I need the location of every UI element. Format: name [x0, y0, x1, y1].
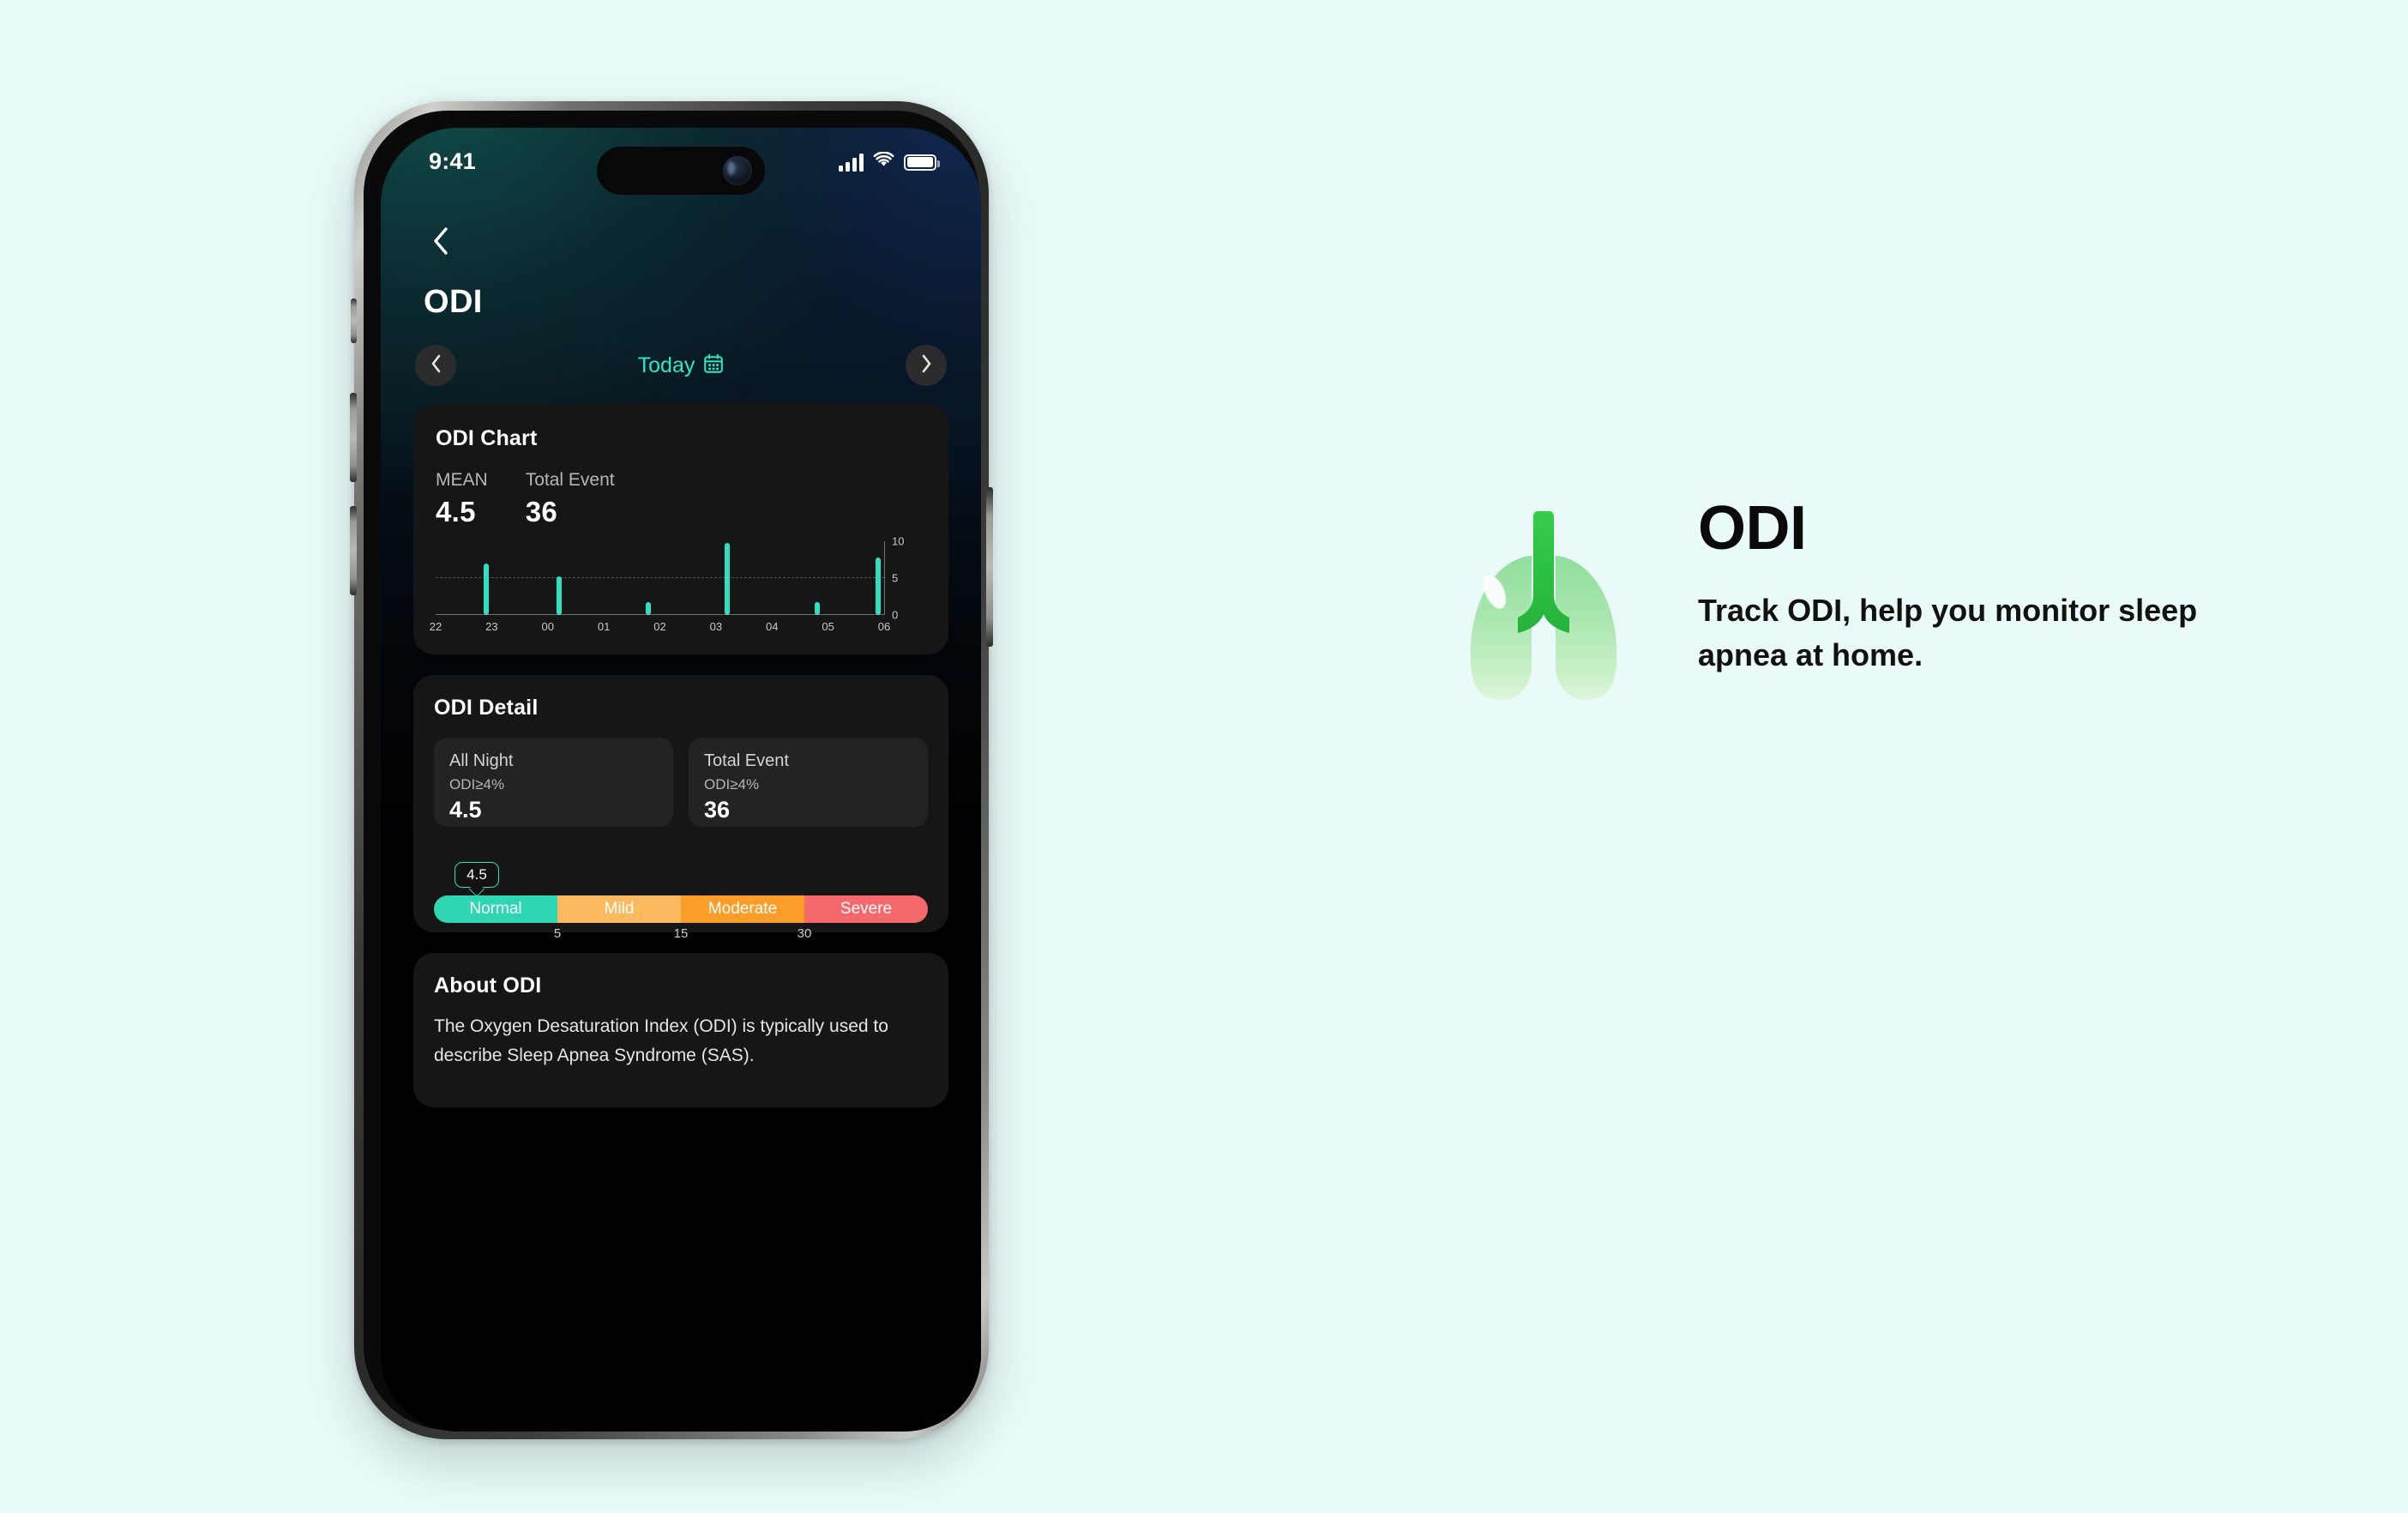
chart-x-tick: 05	[822, 620, 834, 633]
battery-icon	[904, 154, 940, 171]
volume-down-button[interactable]	[350, 506, 357, 595]
about-odi-body: The Oxygen Desaturation Index (ODI) is t…	[434, 1016, 888, 1065]
odi-chart-title: ODI Chart	[436, 426, 538, 450]
chart-x-tick: 04	[766, 620, 779, 633]
chart-x-tick: 00	[541, 620, 554, 633]
severity-badge-row: 4.5	[434, 862, 928, 891]
severity-bar: Normal Mild Moderate Severe	[434, 895, 928, 923]
chart-x-tick: 01	[597, 620, 611, 633]
chart-bar[interactable]	[724, 542, 730, 615]
back-button[interactable]	[418, 220, 463, 265]
chart-y-axis-line	[884, 541, 886, 615]
chart-x-tick: 22	[429, 620, 442, 633]
chart-summary-stats: MEAN 4.5 Total Event 36	[436, 470, 926, 528]
chart-x-tick: 23	[485, 620, 498, 633]
date-prev-button[interactable]	[415, 345, 456, 386]
chevron-left-icon	[430, 354, 442, 377]
wifi-icon	[873, 151, 894, 172]
chart-gridline-5	[436, 577, 884, 578]
severity-tick: 15	[673, 926, 689, 941]
chart-bar[interactable]	[814, 602, 820, 615]
stat-mean-label: MEAN	[436, 470, 488, 490]
chart-bar[interactable]	[556, 576, 562, 615]
severity-tick-labels: 5 15 30	[434, 926, 928, 945]
date-picker-button[interactable]: Today	[638, 353, 725, 378]
date-label: Today	[637, 353, 695, 377]
stat-mean-value: 4.5	[436, 496, 476, 527]
lungs-icon	[1449, 504, 1638, 710]
odi-detail-boxes: All Night ODI≥4% 4.5 Total Event ODI≥4% …	[434, 738, 928, 827]
feature-title: ODI	[1698, 494, 1807, 563]
page-title: ODI	[424, 284, 483, 320]
chart-x-tick: 02	[653, 620, 666, 633]
stat-total-event: Total Event 36	[526, 470, 615, 528]
chart-x-tick: 06	[877, 620, 891, 633]
severity-segment-severe[interactable]: Severe	[804, 895, 928, 923]
chart-baseline-axis	[436, 613, 884, 615]
chart-bar[interactable]	[483, 563, 489, 615]
stat-total-event-value: 36	[525, 496, 557, 527]
detail-total-event-sub: ODI≥4%	[704, 776, 760, 793]
date-next-button[interactable]	[906, 345, 947, 386]
silent-switch-button[interactable]	[351, 298, 357, 343]
chart-y-tick: 0	[892, 608, 899, 622]
feature-text: ODI Track ODI, help you monitor sleep ap…	[1698, 497, 2212, 678]
phone-frame: 9:41	[350, 101, 993, 1439]
chart-bar[interactable]	[646, 602, 652, 615]
status-bar: 9:41	[381, 128, 981, 200]
severity-segment-normal[interactable]: Normal	[434, 895, 557, 923]
severity-value-badge: 4.5	[455, 862, 499, 888]
severity-tick: 5	[553, 926, 562, 941]
odi-detail-card: ODI Detail All Night ODI≥4% 4.5 Total Ev…	[413, 675, 948, 967]
chart-y-tick: 5	[892, 571, 899, 585]
chevron-left-icon	[432, 226, 449, 260]
about-odi-title: About ODI	[434, 974, 542, 998]
odi-detail-title: ODI Detail	[434, 696, 539, 720]
chart-bar[interactable]	[876, 557, 882, 615]
detail-total-event-value: 36	[704, 797, 731, 823]
phone-bezel: 9:41	[364, 111, 981, 1432]
date-navigator: Today	[415, 342, 947, 389]
detail-all-night-sub: ODI≥4%	[449, 776, 505, 793]
about-odi-card: About ODI The Oxygen Desaturation Index …	[413, 953, 948, 1107]
chart-x-tick: 03	[709, 620, 723, 633]
detail-box-all-night: All Night ODI≥4% 4.5	[434, 738, 673, 827]
detail-all-night-label: All Night	[449, 751, 514, 770]
stat-mean: MEAN 4.5	[436, 470, 488, 528]
detail-box-total-event: Total Event ODI≥4% 36	[689, 738, 928, 827]
cellular-signal-icon	[839, 153, 864, 172]
detail-total-event-label: Total Event	[704, 751, 789, 770]
chart-x-tick-labels: 22 23 00 01 02 03 04 05 06	[430, 620, 890, 637]
odi-chart-card: ODI Chart MEAN 4.5 Total Event 36	[413, 404, 948, 654]
detail-all-night-value: 4.5	[449, 797, 482, 823]
odi-bar-chart[interactable]: 0 5 10 22 23 00 01 02 03 04 05 06	[430, 535, 926, 634]
front-camera-icon	[723, 156, 752, 185]
status-time: 9:41	[429, 148, 476, 174]
status-icons	[839, 151, 940, 172]
chart-plot-region: 0 5 10 22 23 00 01 02 03 04 05 06	[430, 535, 905, 634]
severity-tick: 30	[797, 926, 812, 941]
calendar-icon	[703, 353, 724, 378]
dynamic-island	[597, 147, 765, 195]
phone-screen: 9:41	[381, 128, 981, 1432]
severity-segment-mild[interactable]: Mild	[557, 895, 681, 923]
severity-segment-moderate[interactable]: Moderate	[681, 895, 804, 923]
chart-y-tick: 10	[892, 534, 905, 548]
volume-up-button[interactable]	[350, 393, 357, 482]
chevron-right-icon	[921, 354, 932, 377]
stat-total-event-label: Total Event	[525, 470, 615, 490]
feature-subtitle: Track ODI, help you monitor sleep apnea …	[1698, 593, 2198, 673]
power-button[interactable]	[986, 487, 993, 647]
